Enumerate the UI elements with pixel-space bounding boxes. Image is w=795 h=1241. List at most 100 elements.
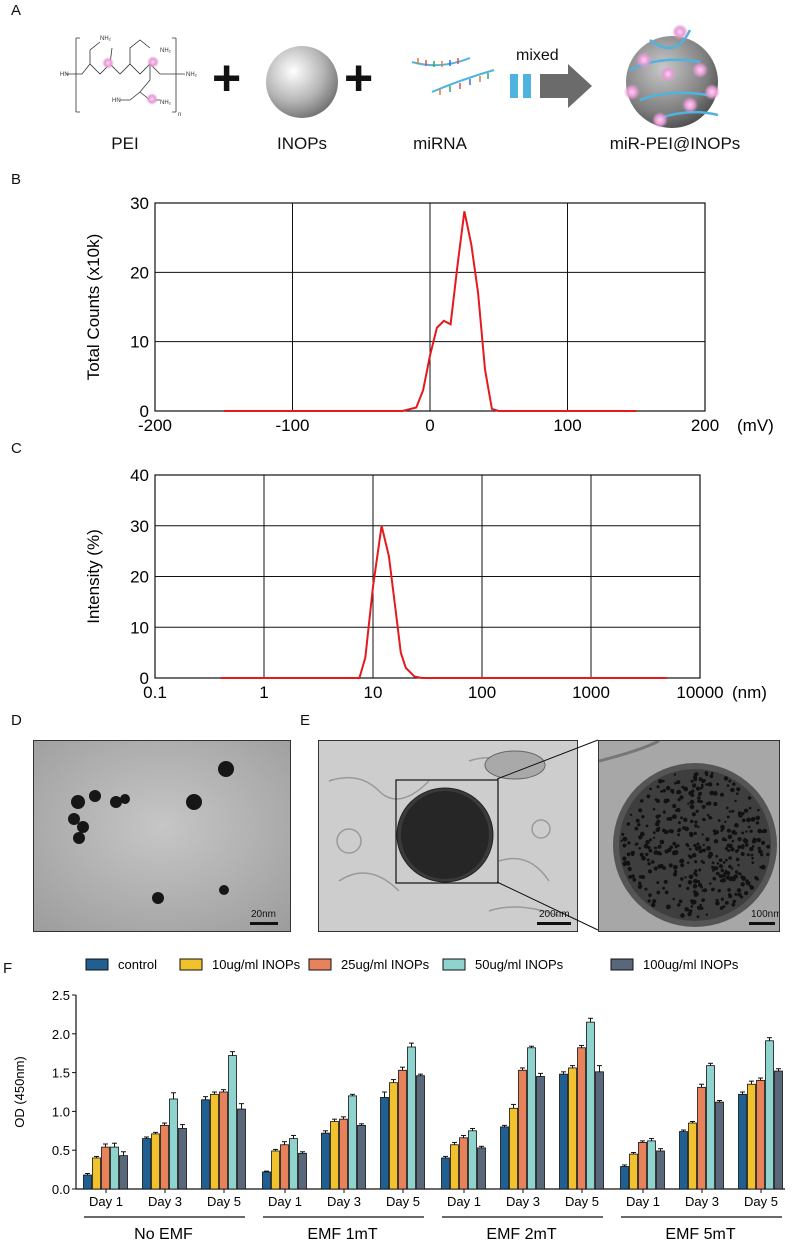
legend-swatch <box>610 958 634 971</box>
bar <box>620 1166 629 1190</box>
svg-text:n: n <box>178 112 181 118</box>
bar <box>468 1130 477 1190</box>
bar <box>237 1108 246 1190</box>
x-tick-label: 200 <box>691 416 719 435</box>
bar <box>647 1140 656 1190</box>
y-tick-label: 2.0 <box>52 1027 70 1042</box>
svg-text:+: + <box>344 50 373 106</box>
x-tick-label: Day 3 <box>685 1194 719 1209</box>
bar <box>280 1144 289 1190</box>
bar <box>638 1142 647 1190</box>
y-tick-label: 20 <box>130 568 149 587</box>
svg-text:NH₂: NH₂ <box>186 72 198 78</box>
tem-image-e-left: 200nm <box>318 740 578 932</box>
bar <box>357 1124 366 1190</box>
svg-text:+: + <box>212 50 241 106</box>
cell-section-icon <box>319 741 577 931</box>
label-product: miR-PEI@INOPs <box>609 134 741 153</box>
y-tick-label: 0 <box>140 402 149 421</box>
bar <box>398 1069 407 1190</box>
bar <box>527 1047 536 1190</box>
bar <box>756 1079 765 1190</box>
x-tick-label: Day 1 <box>89 1194 123 1209</box>
bar <box>321 1132 330 1190</box>
bar <box>595 1071 604 1190</box>
y-tick-label: 2.5 <box>52 988 70 1003</box>
bar <box>679 1131 688 1190</box>
bar <box>715 1101 724 1190</box>
bar <box>416 1075 425 1190</box>
schematic-illustration: HN NH₂ NH₂ NH₂ HN NH₂ n + + mixed <box>60 24 720 128</box>
label-mirna: miRNA <box>413 134 467 153</box>
size-distribution-chart: 0.1 1 10 100 1000 10000 0 10 20 30 40 (nm) Intensity… <box>84 466 767 702</box>
x-tick-label: Day 3 <box>327 1194 361 1209</box>
nanoparticle-cluster-icon <box>34 741 290 931</box>
scale-label-e-right: 100nm <box>751 909 780 920</box>
data-series-line <box>223 211 637 412</box>
bar <box>389 1082 398 1190</box>
panel-label-b: B <box>11 171 22 188</box>
x-tick-label: 0.1 <box>143 683 167 702</box>
bar <box>459 1137 468 1190</box>
svg-text:HN: HN <box>60 72 69 78</box>
bar <box>536 1076 545 1190</box>
panel-label-f: F <box>3 960 13 977</box>
x-tick-label: Day 3 <box>148 1194 182 1209</box>
legend-swatch <box>442 958 466 971</box>
bar <box>228 1055 237 1190</box>
bar <box>151 1133 160 1190</box>
legend-swatch <box>85 958 109 971</box>
svg-text:mixed: mixed <box>516 47 559 64</box>
bar <box>656 1150 665 1190</box>
zeta-potential-chart: -200 -100 0 100 200 0 10 20 30 (mV) Total Counts (… <box>84 194 774 435</box>
bar <box>219 1091 228 1190</box>
y-tick-label: 1.5 <box>52 1066 70 1081</box>
bar <box>697 1086 706 1190</box>
bar <box>380 1097 389 1190</box>
x-tick-label: Day 3 <box>506 1194 540 1209</box>
bar <box>477 1147 486 1190</box>
bar <box>339 1118 348 1190</box>
bar <box>518 1069 527 1190</box>
x-tick-label: 0 <box>425 416 434 435</box>
tem-image-d: 20nm <box>33 740 291 932</box>
legend-label: 10ug/ml INOPs <box>212 957 301 972</box>
group-label: EMF 5mT <box>665 1226 735 1241</box>
bar <box>142 1138 151 1190</box>
scale-label-d: 20nm <box>251 909 277 920</box>
bar <box>774 1070 783 1190</box>
scale-bar-e-right <box>749 922 775 925</box>
product-nanoparticle-icon <box>624 24 720 128</box>
x-tick-label: 10 <box>364 683 383 702</box>
y-tick-label: 40 <box>130 466 149 485</box>
label-pei: PEI <box>111 134 139 153</box>
panel-label-c: C <box>11 440 22 457</box>
bar <box>271 1150 280 1190</box>
x-tick-label: 1 <box>259 683 268 702</box>
bar <box>568 1067 577 1190</box>
y-tick-label: 30 <box>130 517 149 536</box>
legend-swatch <box>308 958 332 971</box>
svg-text:NH₂: NH₂ <box>160 100 172 106</box>
bar <box>738 1093 747 1190</box>
zoomed-particle-icon <box>599 741 779 931</box>
y-tick-label: 20 <box>130 263 149 282</box>
legend-swatch <box>179 958 203 971</box>
bar <box>629 1153 638 1190</box>
data-series-line <box>220 525 668 679</box>
bar <box>160 1124 169 1190</box>
y-tick-label: 1.0 <box>52 1104 70 1119</box>
inops-sphere-icon <box>266 46 338 118</box>
mirna-strand-icon <box>411 57 495 95</box>
group-label: EMF 1mT <box>307 1226 377 1241</box>
svg-text:NH₂: NH₂ <box>160 48 172 54</box>
bar <box>92 1157 101 1190</box>
bar <box>178 1128 187 1190</box>
x-tick-label: -100 <box>275 416 309 435</box>
tem-image-e-right: 100nm <box>598 740 780 932</box>
y-tick-label: 10 <box>130 333 149 352</box>
y-tick-label: 0.5 <box>52 1143 70 1158</box>
x-tick-label: Day 5 <box>744 1194 778 1209</box>
y-tick-label: 30 <box>130 194 149 213</box>
svg-text:HN: HN <box>112 98 121 104</box>
